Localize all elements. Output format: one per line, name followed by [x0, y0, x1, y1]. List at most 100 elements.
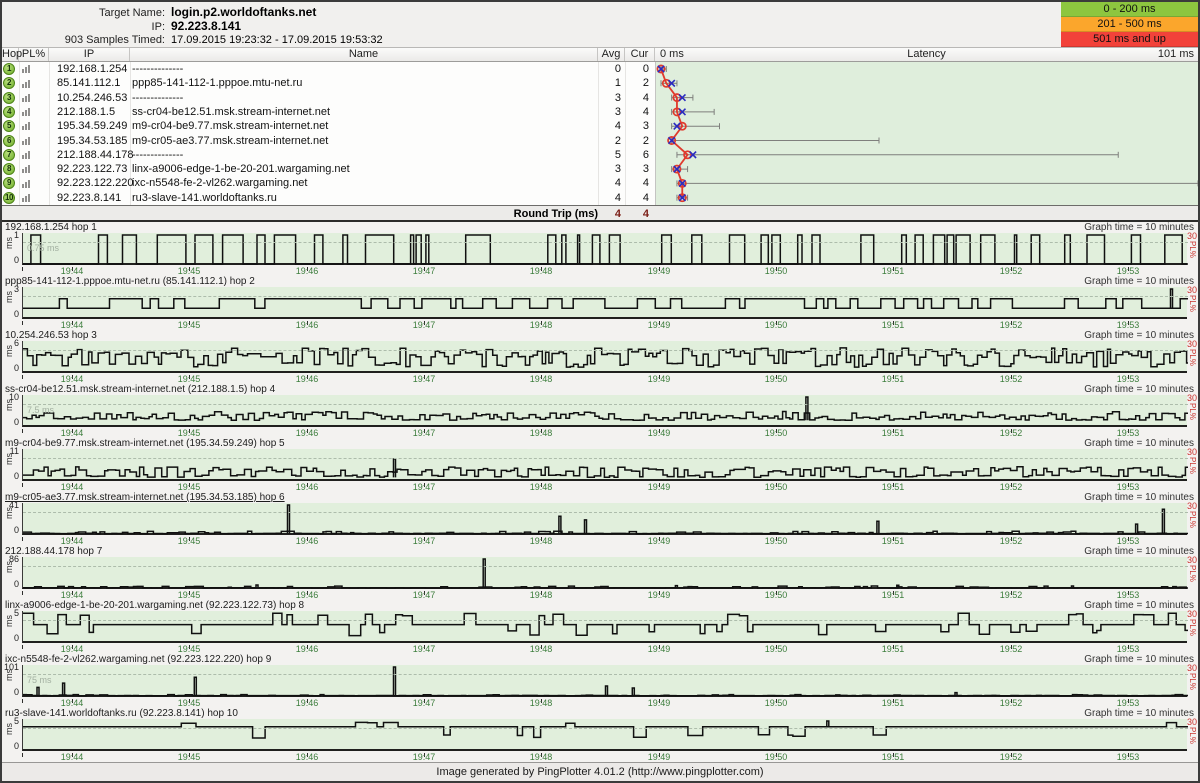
x-axis-time-label: 19:45 — [169, 321, 209, 330]
latency-waveform — [23, 341, 1188, 373]
row-cur: 0 — [626, 62, 649, 76]
ip-row: IP:92.223.8.141 — [2, 19, 241, 33]
graph-plot-area[interactable]: 7.5 ms — [22, 395, 1187, 427]
hop-graph[interactable]: ru3-slave-141.worldoftanks.ru (92.223.8.… — [2, 708, 1198, 762]
table-row[interactable]: 1192.168.1.254--------------00 — [2, 62, 655, 76]
table-row[interactable]: 1092.223.8.141ru3-slave-141.worldoftanks… — [2, 191, 655, 205]
x-axis-time-label: 19:46 — [287, 753, 327, 762]
hop-number-badge: 7 — [3, 149, 15, 161]
graph-plot-area[interactable]: 0.75 ms — [22, 233, 1187, 265]
samples-value: 17.09.2015 19:23:32 - 17.09.2015 19:53:3… — [171, 34, 383, 46]
dashed-gridline — [23, 728, 1188, 729]
hop-graph[interactable]: ss-cr04-be12.51.msk.stream-internet.net … — [2, 384, 1198, 438]
dashed-gridline — [23, 674, 1188, 675]
packet-loss-bars-icon — [22, 145, 31, 159]
row-avg: 4 — [598, 176, 621, 190]
target-name-label: Target Name: — [2, 6, 165, 20]
hop-graph[interactable]: 192.168.1.254 hop 1Graph time = 10 minut… — [2, 222, 1198, 276]
row-ip: 85.141.112.1 — [57, 76, 120, 90]
x-axis-time-label: 19:51 — [873, 267, 913, 276]
legend-item: 201 - 500 ms — [1061, 17, 1198, 32]
graph-plot-area[interactable]: 75 ms — [22, 665, 1187, 697]
pl-axis-max-label: 30 — [1187, 232, 1197, 241]
row-name: ixc-n5548-fe-2-vl262.wargaming.net — [132, 176, 307, 190]
hop-graph[interactable]: m9-cr05-ae3.77.msk.stream-internet.net (… — [2, 492, 1198, 546]
hop-number-badge: 1 — [3, 63, 15, 75]
graph-plot-area[interactable] — [22, 287, 1187, 319]
y-axis-zero-label: 0 — [2, 472, 19, 481]
x-axis-time-label: 19:48 — [521, 537, 561, 546]
latency-color-legend: 0 - 200 ms201 - 500 ms501 ms and up — [1061, 2, 1198, 47]
x-axis-time-label: 19:46 — [287, 375, 327, 384]
legend-item: 0 - 200 ms — [1061, 2, 1198, 17]
col-header-name[interactable]: Name — [130, 48, 598, 61]
x-axis-time-label: 19:45 — [169, 375, 209, 384]
graph-plot-area[interactable] — [22, 341, 1187, 373]
col-header-latency: 0 ms Latency 101 ms — [655, 48, 1198, 61]
row-ip: 92.223.8.141 — [57, 191, 121, 205]
graph-plot-area[interactable] — [22, 719, 1187, 751]
x-axis-time-label: 19:53 — [1108, 753, 1148, 762]
col-header-ip[interactable]: IP — [49, 48, 130, 61]
pl-axis-label: PL% — [1188, 511, 1196, 528]
row-ip: 92.223.122.220 — [57, 176, 133, 190]
graph-title: linx-a9006-edge-1-be-20-201.wargaming.ne… — [5, 600, 304, 611]
row-ip: 195.34.59.249 — [57, 119, 127, 133]
table-row[interactable]: 992.223.122.220ixc-n5548-fe-2-vl262.warg… — [2, 176, 655, 190]
x-axis-time-label: 19:47 — [404, 429, 444, 438]
x-axis-time-label: 19:47 — [404, 375, 444, 384]
hop-number-badge: 6 — [3, 135, 15, 147]
x-axis-time-label: 19:52 — [991, 429, 1031, 438]
x-axis-time-label: 19:46 — [287, 645, 327, 654]
x-axis-time-label: 19:48 — [521, 375, 561, 384]
graph-time-label: Graph time = 10 minutes — [1084, 384, 1194, 395]
row-cur: 4 — [626, 91, 649, 105]
pl-axis-max-label: 30 — [1187, 340, 1197, 349]
row-name: -------------- — [132, 62, 183, 76]
table-row[interactable]: 310.254.246.53--------------34 — [2, 91, 655, 105]
hop-graph[interactable]: ppp85-141-112-1.pppoe.mtu-net.ru (85.141… — [2, 276, 1198, 330]
col-header-hop[interactable]: Hop — [2, 48, 19, 61]
table-row[interactable]: 4212.188.1.5ss-cr04-be12.51.msk.stream-i… — [2, 105, 655, 119]
pl-axis-label: PL% — [1188, 565, 1196, 582]
x-axis-time-label: 19:50 — [756, 267, 796, 276]
graph-plot-area[interactable] — [22, 611, 1187, 643]
latency-waveform — [23, 233, 1188, 265]
hop-graph[interactable]: ixc-n5548-fe-2-vl262.wargaming.net (92.2… — [2, 654, 1198, 708]
ip-value: 92.223.8.141 — [171, 19, 241, 33]
x-axis-time-label: 19:44 — [52, 267, 92, 276]
pl-axis-label: PL% — [1188, 457, 1196, 474]
x-axis-time-label: 19:52 — [991, 375, 1031, 384]
table-row[interactable]: 6195.34.53.185m9-cr05-ae3.77.msk.stream-… — [2, 134, 655, 148]
hop-graph[interactable]: 212.188.44.178 hop 7Graph time = 10 minu… — [2, 546, 1198, 600]
row-avg: 3 — [598, 162, 621, 176]
table-row[interactable]: 892.223.122.73linx-a9006-edge-1-be-20-20… — [2, 162, 655, 176]
table-row[interactable]: 285.141.112.1ppp85-141-112-1.pppoe.mtu-n… — [2, 76, 655, 90]
x-axis-time-label: 19:49 — [639, 321, 679, 330]
graph-title: ru3-slave-141.worldoftanks.ru (92.223.8.… — [5, 708, 238, 719]
latency-waveform — [23, 665, 1188, 697]
x-axis-time-label: 19:45 — [169, 699, 209, 708]
x-axis-time-label: 19:48 — [521, 591, 561, 600]
x-axis-time-label: 19:53 — [1108, 321, 1148, 330]
x-axis-time-label: 19:52 — [991, 267, 1031, 276]
x-axis-tick — [22, 591, 23, 595]
graph-plot-area[interactable] — [22, 557, 1187, 589]
hop-table-body: 1192.168.1.254--------------00285.141.11… — [2, 62, 1198, 205]
y-axis-zero-label: 0 — [2, 634, 19, 643]
dashed-gridline-label: 0.75 ms — [27, 244, 59, 253]
y-axis-zero-label: 0 — [2, 418, 19, 427]
table-row[interactable]: 5195.34.59.249m9-cr04-be9.77.msk.stream-… — [2, 119, 655, 133]
latency-waveform — [23, 395, 1188, 427]
hop-graph[interactable]: m9-cr04-be9.77.msk.stream-internet.net (… — [2, 438, 1198, 492]
table-row[interactable]: 7212.188.44.178--------------56 — [2, 148, 655, 162]
x-axis-time-label: 19:47 — [404, 483, 444, 492]
row-name: -------------- — [132, 91, 183, 105]
hop-graph[interactable]: 10.254.246.53 hop 3Graph time = 10 minut… — [2, 330, 1198, 384]
col-header-cur[interactable]: Cur — [625, 48, 655, 61]
col-header-avg[interactable]: Avg — [598, 48, 625, 61]
hop-graph[interactable]: linx-a9006-edge-1-be-20-201.wargaming.ne… — [2, 600, 1198, 654]
graph-plot-area[interactable] — [22, 449, 1187, 481]
graph-plot-area[interactable] — [22, 503, 1187, 535]
row-name: linx-a9006-edge-1-be-20-201.wargaming.ne… — [132, 162, 350, 176]
